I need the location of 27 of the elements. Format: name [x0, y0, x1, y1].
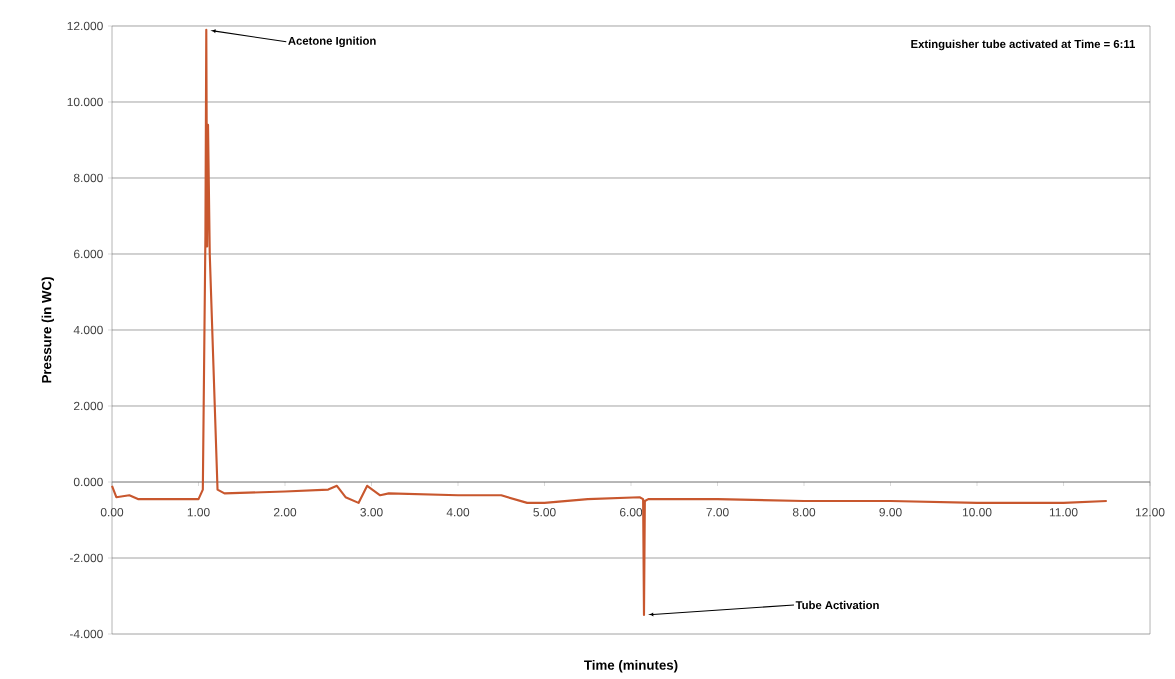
x-tick-label: 6.00	[619, 508, 643, 517]
x-tick-label: 0.00	[100, 508, 124, 517]
x-tick-label: 11.00	[1049, 508, 1078, 517]
x-tick-label: 12.00	[1135, 508, 1165, 517]
y-tick-label: 10.000	[67, 97, 103, 107]
x-tick-label: 9.00	[879, 508, 902, 517]
x-tick-label: 10.00	[962, 508, 992, 517]
x-tick-label: 4.00	[446, 508, 470, 517]
x-tick-label: 5.00	[533, 508, 556, 517]
y-tick-label: 8.000	[73, 173, 103, 183]
y-tick-label: 6.000	[74, 249, 103, 259]
y-tick-label: -2.000	[69, 553, 103, 563]
x-tick-label: 2.00	[273, 508, 297, 517]
y-tick-label: 4.000	[73, 325, 103, 335]
annotation: Acetone Ignition	[288, 36, 376, 48]
x-tick-label: 8.00	[792, 508, 816, 517]
y-tick-label: -4.000	[69, 629, 103, 639]
y-tick-label: 0.000	[73, 477, 103, 487]
y-tick-label: 12.000	[67, 21, 103, 31]
x-tick-label: 7.00	[706, 508, 729, 517]
y-axis-title: Pressure (in WC)	[41, 277, 54, 383]
annotation: Extinguisher tube activated at Time = 6:11	[911, 39, 1135, 51]
y-tick-label: 2.000	[74, 401, 103, 411]
annotation: Tube Activation	[795, 600, 879, 610]
x-axis-title: Time (minutes)	[584, 660, 678, 673]
x-tick-label: 1.00	[187, 508, 210, 517]
x-tick-label: 3.00	[360, 508, 383, 517]
